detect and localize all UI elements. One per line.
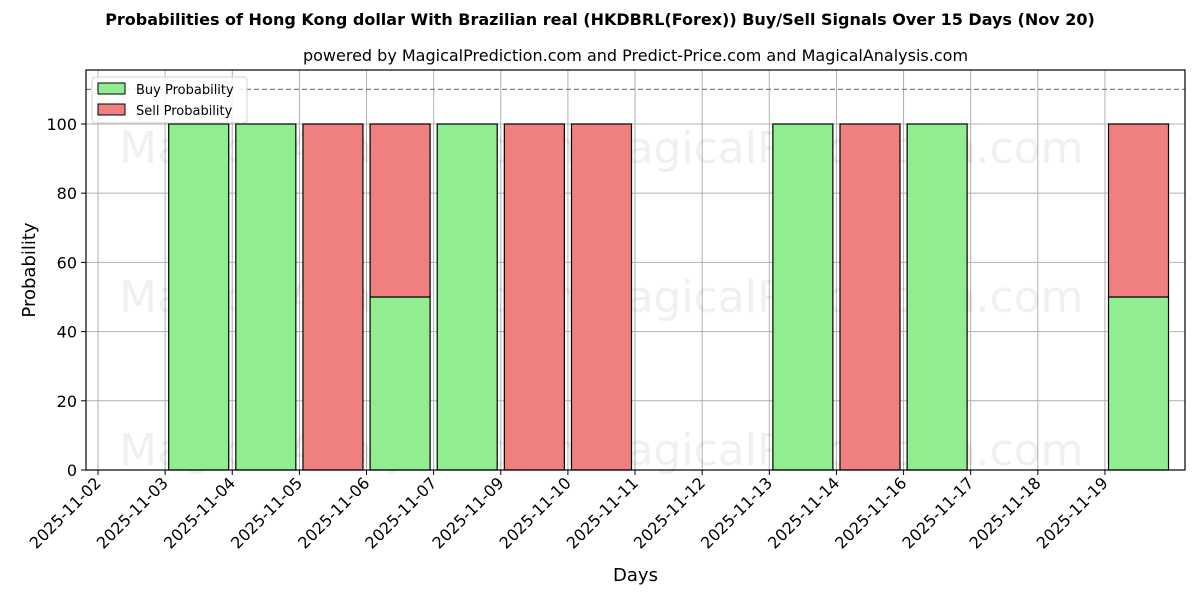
legend-box <box>91 76 248 124</box>
buy-probability-bar <box>168 123 230 471</box>
chart-subtitle: powered by MagicalPrediction.com and Pre… <box>302 46 969 65</box>
sell-probability-bar <box>302 123 364 471</box>
y-tick-label: 40 <box>57 323 77 342</box>
y-tick-label: 100 <box>46 115 77 134</box>
sell-probability-bar <box>839 123 901 471</box>
y-tick-label: 0 <box>67 461 77 480</box>
sell-probability-bar <box>1107 123 1170 298</box>
buy-probability-bar <box>235 123 297 471</box>
legend-label: Sell Probability <box>136 104 233 119</box>
watermark-text: MagicalPrediction.com <box>589 425 1084 476</box>
sell-probability-bar <box>369 123 431 298</box>
x-tick-label: 2025-11-19 <box>1033 473 1112 552</box>
legend-swatch <box>97 103 126 116</box>
sell-probability-bar <box>570 123 633 471</box>
legend-swatch <box>97 82 126 95</box>
watermark-text: MagicalPrediction.com <box>589 272 1084 323</box>
x-axis-label: Days <box>613 565 658 586</box>
y-tick-label: 20 <box>57 392 77 411</box>
buy-probability-bar <box>436 123 498 471</box>
sell-probability-bar <box>503 123 565 471</box>
legend-label: Buy Probability <box>136 83 234 98</box>
buy-probability-bar <box>1107 296 1170 471</box>
watermark-text: MagicalPrediction.com <box>589 123 1084 174</box>
buy-probability-bar <box>906 123 968 471</box>
buy-probability-bar <box>772 123 834 471</box>
chart-title: Probabilities of Hong Kong dollar With B… <box>105 10 1095 29</box>
y-axis-label: Probability <box>19 222 40 317</box>
y-tick-label: 80 <box>57 184 77 203</box>
buy-probability-bar <box>369 296 431 471</box>
y-tick-label: 60 <box>57 253 77 272</box>
